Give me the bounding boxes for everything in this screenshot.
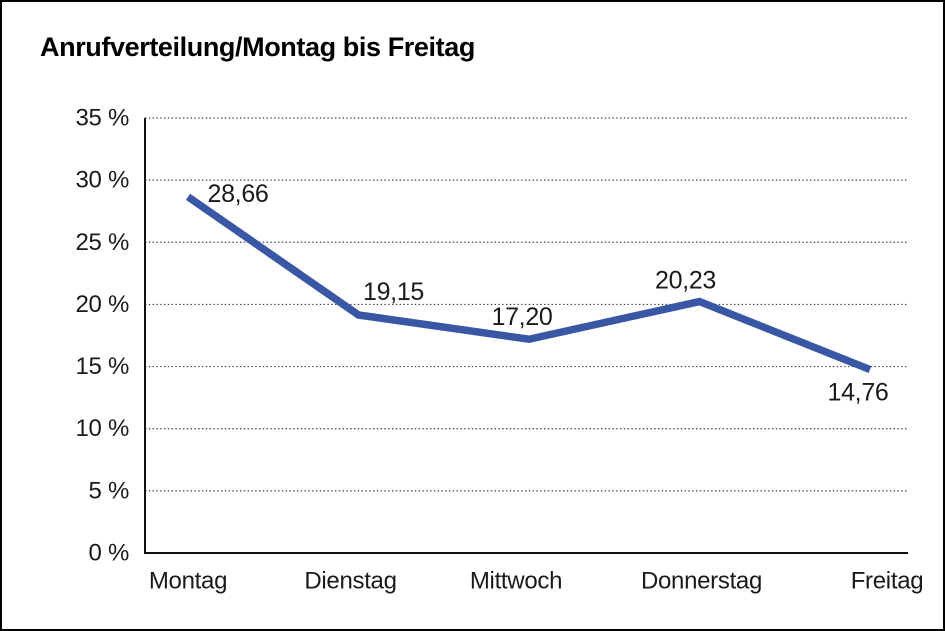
x-category-label: Montag [149, 568, 227, 595]
y-tick-label: 25 % [75, 229, 129, 256]
data-point-label: 28,66 [207, 180, 268, 208]
data-point-label: 17,20 [491, 303, 552, 331]
y-tick-label: 10 % [75, 415, 129, 442]
y-tick-label: 0 % [89, 540, 129, 567]
x-category-label: Donnerstag [641, 568, 762, 595]
data-point-label: 14,76 [827, 379, 888, 407]
data-point-label: 19,15 [363, 278, 424, 306]
y-tick-label: 5 % [89, 477, 129, 504]
y-tick-label: 35 % [75, 105, 129, 132]
y-tick-label: 15 % [75, 353, 129, 380]
x-category-label: Dienstag [304, 568, 396, 595]
x-category-label: Mittwoch [470, 568, 562, 595]
y-tick-label: 30 % [75, 167, 129, 194]
x-category-label: Freitag [851, 568, 924, 595]
data-series-line [185, 193, 872, 374]
chart-title: Anrufverteilung/Montag bis Freitag [40, 32, 475, 62]
data-point-label: 20,23 [655, 267, 716, 295]
y-tick-label: 20 % [75, 291, 129, 318]
